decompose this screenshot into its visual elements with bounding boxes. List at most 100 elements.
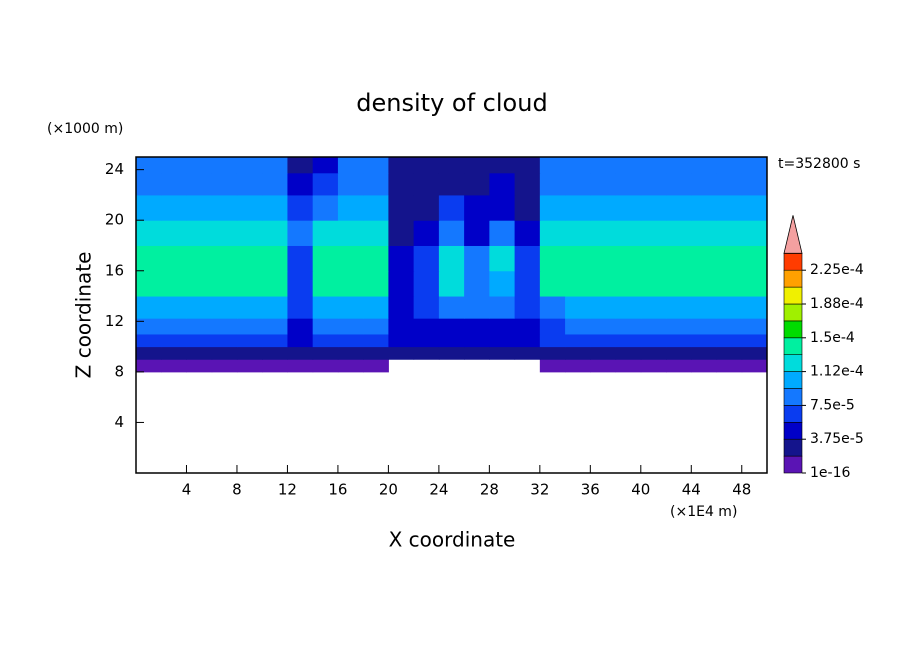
cell (363, 318, 389, 335)
cell (136, 172, 162, 196)
colorbar-band (783, 337, 803, 355)
cell (666, 172, 692, 196)
cell (438, 270, 465, 297)
cell (136, 346, 162, 360)
cell (262, 318, 288, 335)
cell (136, 296, 162, 319)
cell (287, 245, 314, 272)
cell (262, 220, 288, 246)
cell (211, 172, 238, 196)
cell (337, 346, 364, 360)
x-tick-label: 24 (429, 481, 448, 499)
cell (741, 270, 768, 297)
cell (539, 220, 566, 246)
cell (312, 220, 339, 246)
cell (539, 270, 566, 297)
cell (287, 270, 314, 297)
cell (312, 270, 339, 297)
cell (590, 245, 617, 272)
cell (363, 270, 389, 297)
cell (236, 318, 263, 335)
cell (262, 333, 288, 348)
cell (186, 157, 213, 174)
cell (262, 194, 288, 221)
cell (489, 346, 516, 360)
cell (312, 333, 339, 348)
colorbar-tick-label: 1.12e-4 (810, 364, 864, 380)
cell (590, 270, 617, 297)
cell (539, 318, 566, 335)
cell (438, 220, 465, 246)
cell (438, 318, 465, 335)
y-tick-label: 4 (114, 413, 124, 431)
cell (388, 296, 415, 319)
cell (489, 220, 516, 246)
cell (211, 346, 238, 360)
plot-frame (135, 156, 768, 474)
cell (236, 245, 263, 272)
cell (539, 296, 566, 319)
cell (539, 172, 566, 196)
cell (262, 245, 288, 272)
cell (716, 194, 743, 221)
cell (565, 359, 591, 373)
y-tick-label: 8 (114, 362, 124, 380)
cell (287, 194, 314, 221)
cell (337, 194, 364, 221)
cell (489, 194, 516, 221)
cell (565, 220, 591, 246)
cell (716, 157, 743, 174)
cell (464, 157, 490, 174)
cell (287, 220, 314, 246)
cell (565, 318, 591, 335)
cell (464, 245, 490, 272)
cell (716, 220, 743, 246)
cell (590, 172, 617, 196)
cell (464, 296, 490, 319)
cell (337, 359, 364, 373)
cell (337, 157, 364, 174)
cell (464, 194, 490, 221)
cell (438, 172, 465, 196)
cell (666, 220, 692, 246)
cell (413, 194, 440, 221)
cell (514, 296, 541, 319)
cell (136, 318, 162, 335)
cell (161, 346, 187, 360)
cell (489, 172, 516, 196)
colorbar-band (783, 438, 803, 457)
cell (136, 359, 162, 373)
colorbar-band (783, 371, 803, 389)
cell (514, 157, 541, 174)
cell (312, 194, 339, 221)
colorbar-band (783, 320, 803, 339)
cell (716, 270, 743, 297)
cell (236, 359, 263, 373)
cell (287, 359, 314, 373)
cell (186, 245, 213, 272)
cell (363, 157, 389, 174)
cell (161, 194, 187, 221)
cell (741, 346, 768, 360)
cell (741, 220, 768, 246)
cell (337, 333, 364, 348)
cell (666, 157, 692, 174)
cell (161, 296, 187, 319)
cell (236, 296, 263, 319)
cell (287, 296, 314, 319)
cell (640, 270, 667, 297)
colorbar-tick-label: 7.5e-5 (810, 397, 855, 413)
cell (236, 157, 263, 174)
cell (615, 172, 642, 196)
cell (262, 172, 288, 196)
cell (590, 346, 617, 360)
cell (691, 220, 718, 246)
x-tick-label: 20 (379, 481, 398, 499)
cell (741, 245, 768, 272)
cell (363, 333, 389, 348)
colorbar-band (783, 269, 803, 288)
cell (186, 333, 213, 348)
cell (388, 220, 415, 246)
cell (539, 346, 566, 360)
